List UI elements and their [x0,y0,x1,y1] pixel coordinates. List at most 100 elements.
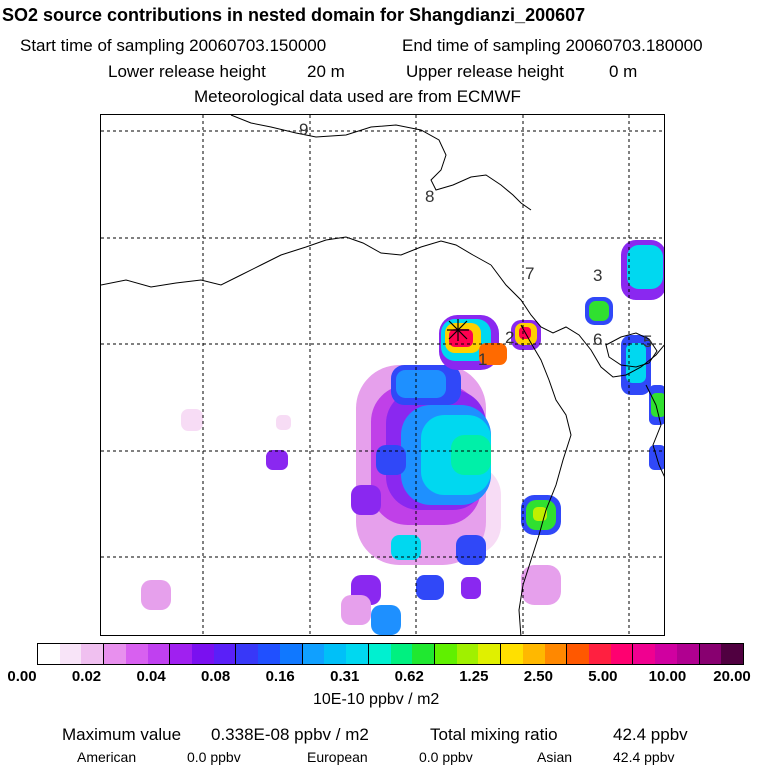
colorbar-segment [500,644,523,664]
units-label: 10E-10 ppbv / m2 [313,691,440,708]
colorbar-segment [81,644,104,664]
colorbar-tick-label: 0.16 [265,668,295,685]
region-label-2: 2 [505,328,514,347]
lat-lon-grid [101,115,664,635]
concentration-cell [479,343,507,365]
chart-title: SO2 source contributions in nested domai… [2,5,586,25]
colorbar-tick-label: 0.62 [394,668,424,685]
colorbar-segment [390,644,413,664]
concentration-cell [141,580,171,610]
met-data-label: Meteorological data used are from ECMWF [194,87,521,106]
region-american-value: 0.0 ppbv [187,749,241,765]
region-label-5: 5 [643,332,652,351]
receptor-site-marker [447,319,469,341]
region-label-3: 3 [593,266,602,285]
colorbar-segment [125,644,148,664]
colorbar-segment [279,644,302,664]
colorbar-segment [192,644,214,664]
concentration-cell [181,409,203,431]
concentration-cell [391,535,421,560]
coastline-peninsula [518,324,572,635]
colorbar-segment [478,644,501,664]
end-time-label: End time of sampling 20060703.180000 [402,36,703,55]
colorbar-segment [412,644,434,664]
colorbar-segment [103,644,126,664]
concentration-cell [521,565,561,605]
coastline-east [645,384,664,477]
colorbar-segment [632,644,656,664]
upper-release-value: 0 m [609,62,638,81]
concentration-cell [266,450,288,470]
max-value: 0.338E-08 ppbv / m2 [211,725,369,744]
total-mixing-value: 42.4 ppbv [613,725,688,744]
region-labels: 9 8 7 3 2 6 5 1 [299,120,652,369]
concentration-cell [627,245,663,289]
region-european-name: European [307,749,368,765]
concentration-cell [456,535,486,565]
colorbar-segment [346,644,368,664]
max-value-label: Maximum value [62,725,182,744]
region-european-value: 0.0 ppbv [419,749,473,765]
region-label-6: 6 [593,330,602,349]
region-label-8: 8 [425,187,434,206]
colorbar-segment [367,644,391,664]
region-label-9: 9 [299,120,308,139]
concentration-cell [276,415,291,430]
colorbar-segment [566,644,589,664]
colorbar-tick-label: 0.00 [7,668,37,685]
upper-release-label: Upper release height [406,62,564,81]
coastline-north [230,115,532,211]
concentration-cell [416,575,444,600]
colorbar-segment [324,644,347,664]
colorbar-segment [59,644,82,664]
colorbar-tick-label: 0.08 [201,668,231,685]
colorbar-segment [698,644,722,664]
colorbar-tick-label: 0.31 [330,668,360,685]
colorbar-segment [235,644,259,664]
colorbar-segment [456,644,479,664]
region-american-name: American [77,749,137,765]
concentration-cell [626,343,646,383]
colorbar-segment [147,644,170,664]
colorbar-tick-label: 10.00 [648,668,687,685]
colorbar-tick-label: 1.25 [459,668,489,685]
start-time-label: Start time of sampling 20060703.150000 [20,36,327,55]
concentration-cell [351,485,381,515]
colorbar [37,643,744,665]
concentration-cell [461,577,481,599]
concentration-cell [396,370,446,398]
colorbar-segment [301,644,325,664]
concentration-cell [341,595,371,625]
colorbar-segment [258,644,280,664]
colorbar-tick-label: 0.02 [71,668,102,685]
colorbar-segment [433,644,457,664]
concentration-cell [376,445,406,475]
map-canvas: 9 8 7 3 2 6 5 1 [101,115,664,635]
colorbar-segment [655,644,677,664]
coastline-bay [490,264,664,378]
total-mixing-label: Total mixing ratio [430,725,558,744]
colorbar-tick-label: 0.04 [136,668,166,685]
region-label-1: 1 [478,350,487,369]
region-label-7: 7 [525,264,534,283]
coastline-island [605,332,658,368]
concentration-field [141,240,664,635]
colorbar-segment [721,644,743,664]
colorbar-tick-label: 20.00 [713,668,751,685]
colorbar-segment [213,644,236,664]
concentration-cell [589,301,609,321]
concentration-cell [371,605,401,635]
region-asian-value: 42.4 ppbv [613,749,675,765]
concentration-cell [651,393,664,417]
colorbar-segment [169,644,193,664]
coastline-west [101,236,492,288]
map-panel: 9 8 7 3 2 6 5 1 [100,114,665,636]
colorbar-segment [588,644,611,664]
colorbar-segment [676,644,699,664]
colorbar-segment [38,644,60,664]
colorbar-tick-label: 2.50 [523,668,553,685]
colorbar-tick-label: 5.00 [588,668,618,685]
colorbar-segment [610,644,633,664]
concentration-cell [451,435,491,475]
colorbar-segment [522,644,545,664]
